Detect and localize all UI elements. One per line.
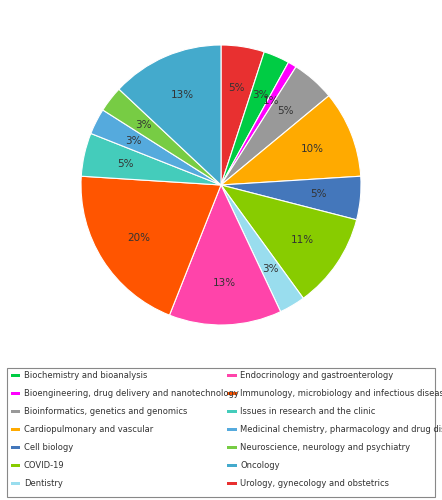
Text: 5%: 5% <box>117 158 133 168</box>
Text: Dentistry: Dentistry <box>24 479 63 488</box>
Text: Issues in research and the clinic: Issues in research and the clinic <box>240 407 376 416</box>
Wedge shape <box>103 89 221 185</box>
Wedge shape <box>221 67 329 185</box>
Text: 1%: 1% <box>263 96 279 106</box>
Text: Oncology: Oncology <box>240 461 280 470</box>
FancyBboxPatch shape <box>11 374 20 378</box>
Wedge shape <box>221 185 303 312</box>
Wedge shape <box>81 176 221 315</box>
Text: 3%: 3% <box>126 136 142 145</box>
Wedge shape <box>221 52 289 185</box>
FancyBboxPatch shape <box>228 374 237 378</box>
Text: Endocrinology and gastroenterology: Endocrinology and gastroenterology <box>240 371 394 380</box>
FancyBboxPatch shape <box>228 428 237 432</box>
FancyBboxPatch shape <box>228 392 237 396</box>
FancyBboxPatch shape <box>7 368 435 498</box>
FancyBboxPatch shape <box>228 410 237 414</box>
Wedge shape <box>221 96 361 185</box>
Wedge shape <box>221 62 296 185</box>
FancyBboxPatch shape <box>11 464 20 468</box>
Wedge shape <box>91 110 221 185</box>
Text: 3%: 3% <box>251 90 268 100</box>
Text: Cardiopulmonary and vascular: Cardiopulmonary and vascular <box>24 425 153 434</box>
Text: 13%: 13% <box>213 278 236 288</box>
FancyBboxPatch shape <box>228 446 237 450</box>
Wedge shape <box>221 45 264 185</box>
Text: Medicinal chemistry, pharmacology and drug discovery: Medicinal chemistry, pharmacology and dr… <box>240 425 442 434</box>
Wedge shape <box>81 134 221 185</box>
Text: COVID-19: COVID-19 <box>24 461 65 470</box>
Text: 5%: 5% <box>228 83 244 93</box>
FancyBboxPatch shape <box>11 392 20 396</box>
Text: 10%: 10% <box>301 144 324 154</box>
FancyBboxPatch shape <box>11 482 20 486</box>
Text: 5%: 5% <box>310 189 327 199</box>
Text: Bioinformatics, genetics and genomics: Bioinformatics, genetics and genomics <box>24 407 187 416</box>
FancyBboxPatch shape <box>11 410 20 414</box>
Text: 5%: 5% <box>278 106 294 117</box>
Text: Urology, gynecology and obstetrics: Urology, gynecology and obstetrics <box>240 479 389 488</box>
Text: 13%: 13% <box>171 90 194 100</box>
Text: 20%: 20% <box>127 232 150 242</box>
Text: Neuroscience, neurology and psychiatry: Neuroscience, neurology and psychiatry <box>240 443 411 452</box>
Text: 11%: 11% <box>290 235 314 245</box>
Text: Bioengineering, drug delivery and nanotechnology: Bioengineering, drug delivery and nanote… <box>24 389 239 398</box>
Text: Biochemistry and bioanalysis: Biochemistry and bioanalysis <box>24 371 147 380</box>
FancyBboxPatch shape <box>228 464 237 468</box>
Text: 3%: 3% <box>135 120 152 130</box>
FancyBboxPatch shape <box>11 446 20 450</box>
Wedge shape <box>169 185 281 325</box>
Text: 3%: 3% <box>263 264 279 274</box>
FancyBboxPatch shape <box>11 428 20 432</box>
Text: Cell biology: Cell biology <box>24 443 73 452</box>
FancyBboxPatch shape <box>228 482 237 486</box>
Wedge shape <box>221 185 357 298</box>
Wedge shape <box>221 176 361 220</box>
Wedge shape <box>119 45 221 185</box>
Text: Immunology, microbiology and infectious disease: Immunology, microbiology and infectious … <box>240 389 442 398</box>
